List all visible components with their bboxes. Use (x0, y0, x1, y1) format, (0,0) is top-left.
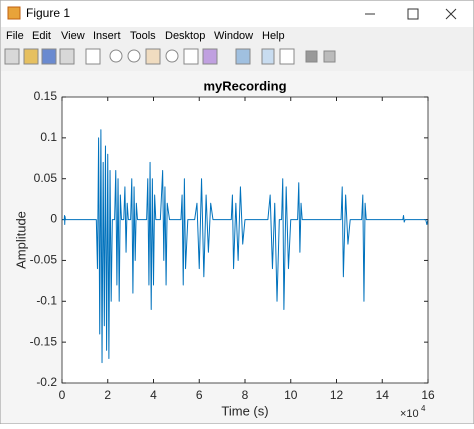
tool-zoom-out[interactable] (127, 49, 141, 63)
y-tick-label: 0.05 (34, 171, 58, 185)
tool-colorbar[interactable] (261, 48, 275, 65)
x-multiplier: ×10 (400, 408, 419, 420)
menu-item[interactable]: View (61, 30, 85, 42)
window-title: Figure 1 (26, 6, 70, 20)
menu-item[interactable]: Tools (130, 30, 156, 42)
tool-datacursor[interactable] (183, 48, 199, 65)
maximize-button[interactable] (407, 8, 419, 20)
tool-rotate[interactable] (165, 49, 179, 63)
y-tick-label: -0.15 (30, 334, 58, 348)
waveform-line (62, 129, 429, 364)
axes-background (62, 97, 428, 383)
menu-item[interactable]: Desktop (165, 30, 205, 42)
y-tick-label: -0.1 (36, 293, 57, 307)
x-tick-label: 12 (330, 388, 344, 402)
y-tick-label: -0.05 (30, 253, 58, 267)
tool-show-plot[interactable] (323, 50, 336, 63)
menu-item[interactable]: File (6, 30, 24, 42)
axes-box (61, 96, 429, 384)
x-multiplier-exponent: 4 (421, 404, 426, 413)
plot: -0.2 -0.15 -0.1 -0.05 0 0.05 0.1 0.15 0 2 4 6 8 10 12 1… (30, 89, 435, 402)
menu-item[interactable]: Window (214, 30, 253, 42)
tool-open[interactable] (23, 48, 39, 65)
close-button[interactable] (445, 8, 457, 20)
y-tick-label: 0.1 (40, 130, 57, 144)
y-axis-label: Amplitude (13, 211, 28, 269)
tool-pan[interactable] (145, 48, 161, 65)
x-tick-label: 0 (59, 388, 66, 402)
chart-title: myRecording (203, 78, 286, 93)
tool-new[interactable] (4, 48, 20, 65)
x-tick-label: 6 (196, 388, 203, 402)
x-tick-label: 4 (150, 388, 157, 402)
tool-zoom-in[interactable] (109, 49, 123, 63)
menu-bar: File Edit View Insert Tools Desktop Window Help (6, 30, 285, 42)
y-tick-label: 0 (50, 212, 57, 226)
tool-legend[interactable] (279, 48, 295, 65)
tool-print[interactable] (59, 48, 75, 65)
tool-select[interactable] (85, 48, 101, 65)
y-tick-label: -0.2 (36, 375, 57, 389)
menu-item[interactable]: Help (262, 30, 285, 42)
y-tick-label: 0.15 (34, 89, 58, 103)
x-tick-label: 14 (376, 388, 390, 402)
menu-item[interactable]: Edit (32, 30, 51, 42)
tool-brush[interactable] (202, 48, 218, 65)
tool-hide-plot[interactable] (305, 50, 318, 63)
app-icon (7, 6, 21, 20)
x-tick-label: 2 (104, 388, 111, 402)
x-tick-label: 10 (284, 388, 298, 402)
x-axis-label: Time (s) (221, 403, 268, 418)
title-bar (1, 1, 473, 27)
tool-save[interactable] (41, 48, 57, 65)
x-tick-label: 8 (242, 388, 249, 402)
toolbar-icons (4, 48, 336, 65)
menu-item[interactable]: Insert (93, 30, 121, 42)
tool-link[interactable] (235, 48, 251, 65)
x-tick-label: 16 (421, 388, 435, 402)
